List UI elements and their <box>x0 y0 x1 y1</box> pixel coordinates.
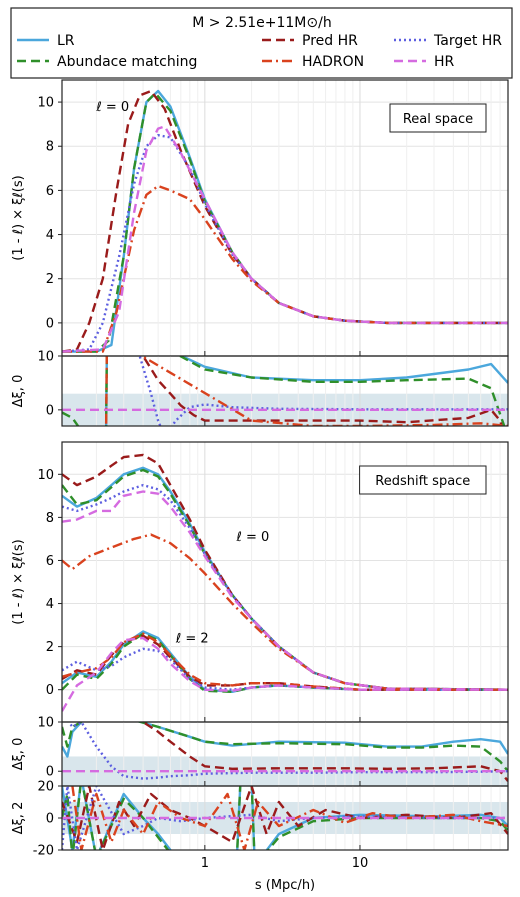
series-line <box>62 490 508 691</box>
series-line <box>62 632 508 691</box>
panel-redshift: 0 2 4 6 8 10 (1 - ℓ) × ξℓ(s) Redshift space ℓ = … <box>11 441 509 723</box>
legend-entry: LR <box>17 33 75 49</box>
series-line <box>62 134 508 353</box>
legend-label: Abundace matching <box>57 54 197 70</box>
legend-label: LR <box>57 33 75 49</box>
y-tick-label: 10 <box>37 96 54 111</box>
series-line <box>62 468 508 691</box>
y-tick-label: 6 <box>46 554 54 569</box>
y-axis-label: (1 - ℓ) × ξℓ(s) <box>11 539 26 624</box>
y-tick-label: 4 <box>46 597 54 612</box>
series-group <box>62 356 508 426</box>
y-tick-label: 0 <box>46 765 54 780</box>
series-group <box>62 786 508 850</box>
y-tick-label: 0 <box>46 403 54 418</box>
legend-label: Pred HR <box>302 33 358 49</box>
y-tick-label: 20 <box>37 780 54 795</box>
series-line <box>138 722 508 782</box>
legend-label: HR <box>434 54 455 70</box>
y-axis-label: Δξ, 0 <box>11 738 26 771</box>
y-tick-label: 10 <box>37 468 54 483</box>
annotation-box <box>389 103 487 133</box>
series-line <box>62 786 508 850</box>
legend-title: M > 2.51e+11M⊙/h <box>192 15 331 31</box>
y-tick-label: 10 <box>37 716 54 731</box>
y-tick-label: 0 <box>46 683 54 698</box>
legend-entry: Abundace matching <box>17 54 197 70</box>
panel-real-res0: 0 10 Δξ, 0 <box>11 350 509 427</box>
y-tick-label: 0 <box>46 316 54 331</box>
legend-label: Target HR <box>433 33 502 49</box>
series-line <box>62 722 508 758</box>
y-axis-label: (1 - ℓ) × ξℓ(s) <box>11 175 26 260</box>
series-line <box>62 483 508 691</box>
panel-redshift-res2: -20 0 20 Δξ, 2 1 10 <box>11 780 509 871</box>
x-tick-label: 1 <box>201 856 209 871</box>
multipole-label: ℓ = 2 <box>175 631 209 646</box>
series-line <box>62 533 508 691</box>
legend-entry: HADRON <box>262 54 364 70</box>
series-line <box>62 92 508 353</box>
axes-frame <box>61 355 509 427</box>
panel-redshift-res0: 0 10 Δξ, 0 <box>11 716 509 787</box>
annotation-text: Real space <box>403 112 473 127</box>
y-tick-label: -20 <box>33 844 54 859</box>
series-line <box>62 184 508 353</box>
y-tick-label: 2 <box>46 640 54 655</box>
series-group <box>62 453 508 712</box>
legend-box <box>10 7 513 79</box>
series-line <box>104 356 508 426</box>
x-axis-label: s (Mpc/h) <box>255 878 315 893</box>
y-tick-label: 6 <box>46 184 54 199</box>
annotation-box <box>359 465 487 495</box>
panel-real: 0 2 4 6 8 10 (1 - ℓ) × ξℓ(s) Real space ℓ = 0 <box>11 79 509 357</box>
y-axis-label: Δξ, 2 <box>11 802 26 835</box>
series-line <box>62 466 508 691</box>
multipole-label: ℓ = 0 <box>95 100 129 115</box>
legend-entry: HR <box>394 54 455 70</box>
series-group <box>62 89 508 353</box>
series-group <box>62 722 508 782</box>
x-tick-label: 10 <box>352 856 369 871</box>
legend-label: HADRON <box>302 54 364 70</box>
series-line <box>62 356 506 426</box>
y-tick-label: 8 <box>46 511 54 526</box>
annotation-text: Redshift space <box>375 474 470 489</box>
series-line <box>62 636 508 712</box>
y-tick-label: 8 <box>46 140 54 155</box>
y-tick-label: 2 <box>46 272 54 287</box>
legend-entry: Target HR <box>394 33 502 49</box>
series-line <box>62 125 508 353</box>
y-tick-label: 4 <box>46 228 54 243</box>
y-tick-label: 10 <box>37 350 54 365</box>
series-line <box>104 356 508 426</box>
y-tick-label: 0 <box>46 812 54 827</box>
multipole-label: ℓ = 0 <box>236 530 270 545</box>
legend-entry: Pred HR <box>262 33 358 49</box>
legend: M > 2.51e+11M⊙/h LR Pred HR Target HR Abund… <box>10 7 513 79</box>
y-axis-label: Δξ, 0 <box>11 375 26 408</box>
